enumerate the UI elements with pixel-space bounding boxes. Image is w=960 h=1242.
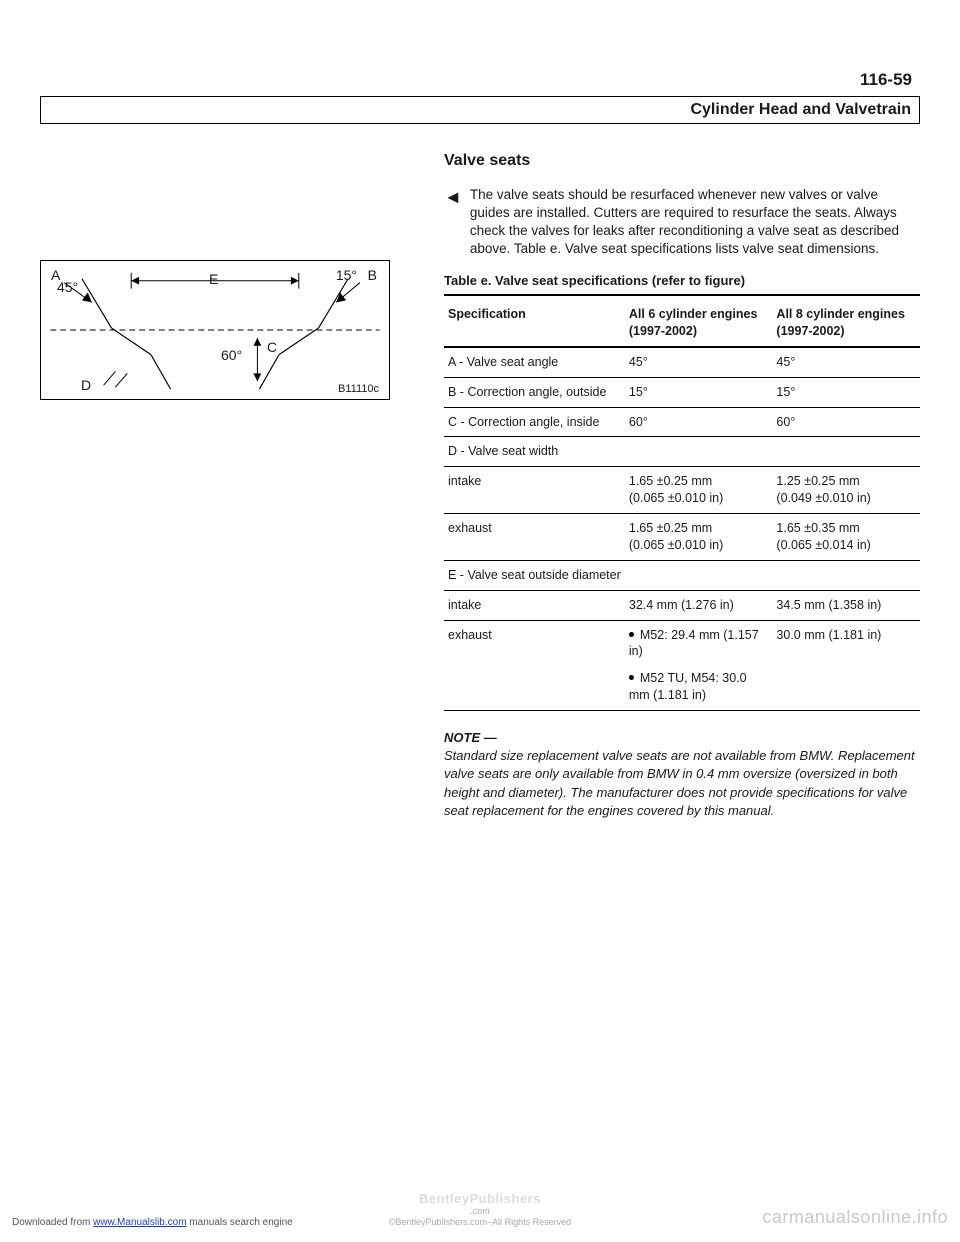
cell-label: C - Correction angle, inside: [444, 407, 625, 437]
cell-eight: 1.25 ±0.25 mm (0.049 ±0.010 in): [772, 467, 920, 514]
bullet-icon: [629, 632, 634, 637]
content-area: A 45° E 15° B 60° C D B11110c Valve seat…: [40, 150, 920, 820]
footer-rights: ©BentleyPublishers.com–All Rights Reserv…: [389, 1217, 571, 1228]
cell-six: 60°: [625, 407, 773, 437]
th-six: All 6 cylinder engines (1997-2002): [625, 300, 773, 347]
table-header-row: Specification All 6 cylinder engines (19…: [444, 300, 920, 347]
table-section-row: D - Valve seat width: [444, 437, 920, 467]
table-row: B - Correction angle, outside 15° 15°: [444, 377, 920, 407]
footer-center: BentleyPublishers .com ©BentleyPublisher…: [389, 1191, 571, 1228]
cell-in: (0.065 ±0.014 in): [776, 538, 870, 552]
cell-bullet-text: M52: 29.4 mm (1.157 in): [629, 628, 759, 659]
bullet-icon: [629, 675, 634, 680]
figure-label-b: B: [368, 267, 377, 283]
cell-six: 1.65 ±0.25 mm (0.065 ±0.010 in): [625, 467, 773, 514]
cell-section: D - Valve seat width: [444, 437, 920, 467]
cell-eight: 45°: [772, 347, 920, 377]
footer-left-pre: Downloaded from: [12, 1217, 93, 1228]
cell-eight: 60°: [772, 407, 920, 437]
table-row: A - Valve seat angle 45° 45°: [444, 347, 920, 377]
cell-in: (0.065 ±0.010 in): [629, 538, 723, 552]
cell-mm: 1.65 ±0.25 mm: [629, 521, 712, 535]
table-row: exhaust 1.65 ±0.25 mm (0.065 ±0.010 in) …: [444, 514, 920, 561]
cell-label: B - Correction angle, outside: [444, 377, 625, 407]
valve-seat-figure: A 45° E 15° B 60° C D B11110c: [40, 260, 390, 400]
table-row: intake 1.65 ±0.25 mm (0.065 ±0.010 in) 1…: [444, 467, 920, 514]
table-caption: Table e. Valve seat specifications (refe…: [444, 272, 920, 296]
title-bar: Cylinder Head and Valvetrain: [40, 96, 920, 124]
cell-six: 15°: [625, 377, 773, 407]
table-section-row: E - Valve seat outside diameter: [444, 560, 920, 590]
left-column: A 45° E 15° B 60° C D B11110c: [40, 150, 420, 820]
page-number: 116-59: [860, 70, 912, 90]
table-row: intake 32.4 mm (1.276 in) 34.5 mm (1.358…: [444, 590, 920, 620]
cell-mm: 1.65 ±0.35 mm: [776, 521, 859, 535]
footer-publisher-sub: .com: [389, 1206, 571, 1217]
note-body: Standard size replacement valve seats ar…: [444, 748, 915, 818]
cell-in: (0.065 ±0.010 in): [629, 491, 723, 505]
cell-eight: 30.0 mm (1.181 in): [772, 620, 920, 711]
footer-left: Downloaded from www.Manualslib.com manua…: [12, 1217, 293, 1228]
footer-publisher: BentleyPublishers: [389, 1191, 571, 1207]
cell-six: 32.4 mm (1.276 in): [625, 590, 773, 620]
figure-caption: B11110c: [338, 383, 379, 395]
cell-six: 1.65 ±0.25 mm (0.065 ±0.010 in): [625, 514, 773, 561]
arrow-icon: ◄: [444, 186, 462, 259]
cell-eight: 15°: [772, 377, 920, 407]
cell-label: intake: [444, 590, 625, 620]
valve-seat-spec-table: Specification All 6 cylinder engines (19…: [444, 300, 920, 711]
cell-eight: 34.5 mm (1.358 in): [772, 590, 920, 620]
figure-label-d: D: [81, 377, 91, 393]
intro-text: The valve seats should be resurfaced whe…: [470, 186, 920, 259]
th-spec: Specification: [444, 300, 625, 347]
note-title: NOTE —: [444, 730, 497, 745]
cell-label: A - Valve seat angle: [444, 347, 625, 377]
footer-left-post: manuals search engine: [187, 1217, 293, 1228]
cell-label: intake: [444, 467, 625, 514]
figure-label-45: 45°: [57, 279, 78, 295]
cell-in: (0.049 ±0.010 in): [776, 491, 870, 505]
cell-six: 45°: [625, 347, 773, 377]
figure-label-e: E: [209, 271, 218, 287]
section-heading: Valve seats: [444, 150, 920, 172]
th-eight: All 8 cylinder engines (1997-2002): [772, 300, 920, 347]
cell-bullet-text: M52 TU, M54: 30.0 mm (1.181 in): [629, 671, 747, 702]
intro-block: ◄ The valve seats should be resurfaced w…: [444, 186, 920, 259]
cell-label: exhaust: [444, 514, 625, 561]
cell-section: E - Valve seat outside diameter: [444, 560, 920, 590]
note-block: NOTE — Standard size replacement valve s…: [444, 729, 920, 820]
cell-label: exhaust: [444, 620, 625, 711]
right-column: Valve seats ◄ The valve seats should be …: [444, 150, 920, 820]
figure-label-15: 15°: [336, 267, 357, 283]
footer-right-watermark: carmanualsonline.info: [762, 1207, 948, 1228]
cell-mm: 1.25 ±0.25 mm: [776, 474, 859, 488]
table-row: exhaust M52: 29.4 mm (1.157 in) M52 TU, …: [444, 620, 920, 711]
table-row: C - Correction angle, inside 60° 60°: [444, 407, 920, 437]
figure-label-60: 60°: [221, 347, 242, 363]
cell-eight: 1.65 ±0.35 mm (0.065 ±0.014 in): [772, 514, 920, 561]
cell-six: M52: 29.4 mm (1.157 in) M52 TU, M54: 30.…: [625, 620, 773, 711]
footer-link[interactable]: www.Manualslib.com: [93, 1217, 186, 1228]
cell-mm: 1.65 ±0.25 mm: [629, 474, 712, 488]
figure-label-c: C: [267, 339, 277, 355]
